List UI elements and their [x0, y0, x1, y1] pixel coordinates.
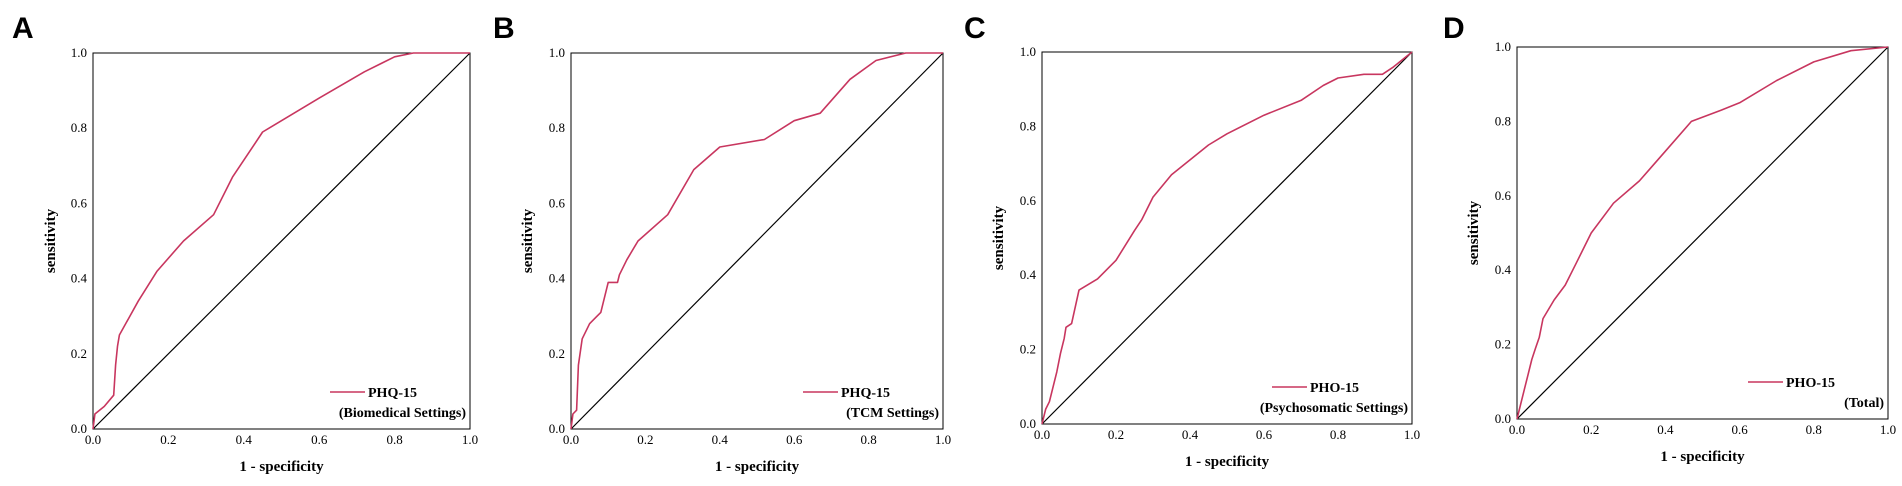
roc-curve-line — [570, 52, 943, 430]
y-tick-label: 0.2 — [1495, 337, 1511, 352]
x-tick-label: 0.2 — [160, 432, 176, 447]
legend-sublabel: (Psychosomatic Settings) — [1260, 401, 1408, 416]
y-tick-label: 0.4 — [71, 271, 88, 286]
panel-letter-a: A — [12, 12, 34, 45]
x-tick-label: 0.8 — [860, 432, 876, 447]
y-tick-label: 0.0 — [549, 421, 565, 436]
y-axis-label: sensitivity — [991, 205, 1007, 270]
legend-sublabel: (Total) — [1844, 396, 1884, 411]
legend-sublabel: (TCM Settings) — [846, 406, 939, 421]
x-tick-label: 0.2 — [1583, 422, 1599, 437]
x-tick-label: 0.0 — [85, 432, 101, 447]
legend-label: PHO-15 — [1786, 376, 1835, 391]
plot-frame — [1516, 46, 1889, 420]
x-axis-label: 1 - specificity — [239, 459, 324, 475]
y-tick-label: 0.4 — [1495, 262, 1512, 277]
x-tick-label: 0.6 — [1256, 427, 1273, 442]
y-tick-label: 0.6 — [1495, 188, 1512, 203]
x-tick-label: 0.8 — [1806, 422, 1822, 437]
reference-diagonal — [92, 52, 471, 430]
y-tick-label: 1.0 — [1495, 39, 1511, 54]
x-tick-label: 1.0 — [462, 432, 478, 447]
y-tick-label: 0.6 — [549, 195, 566, 210]
y-axis-label: sensitivity — [520, 208, 536, 273]
reference-diagonal — [1516, 46, 1889, 420]
x-tick-label: 0.4 — [1657, 422, 1674, 437]
x-tick-label: 0.0 — [1034, 427, 1050, 442]
reference-diagonal — [570, 52, 944, 430]
y-tick-label: 0.0 — [1020, 416, 1036, 431]
x-tick-label: 0.4 — [712, 432, 729, 447]
x-axis-label: 1 - specificity — [715, 459, 800, 475]
roc-curve-line — [92, 52, 470, 430]
y-tick-label: 0.6 — [1020, 193, 1037, 208]
x-tick-label: 0.8 — [386, 432, 402, 447]
panel-letter-d: D — [1443, 12, 1465, 45]
y-tick-label: 0.0 — [71, 421, 87, 436]
x-axis-label: 1 - specificity — [1185, 454, 1270, 470]
y-tick-label: 0.8 — [71, 120, 87, 135]
y-tick-label: 1.0 — [71, 45, 87, 60]
y-tick-label: 0.2 — [1020, 342, 1036, 357]
panel-letter-c: C — [964, 12, 986, 45]
y-axis-label: sensitivity — [1466, 200, 1482, 265]
legend-sublabel: (Biomedical Settings) — [339, 406, 466, 421]
x-axis-label: 1 - specificity — [1660, 449, 1745, 465]
x-tick-label: 1.0 — [935, 432, 951, 447]
roc-curve-line — [1041, 51, 1413, 425]
roc-curve-line — [1516, 46, 1889, 420]
x-tick-label: 0.0 — [563, 432, 579, 447]
x-tick-label: 1.0 — [1404, 427, 1420, 442]
x-tick-label: 0.0 — [1509, 422, 1525, 437]
x-tick-label: 0.6 — [1731, 422, 1748, 437]
panel-d: D 0.0 0.2 0.4 0.6 0.8 1.0 0.0 0.2 0.4 0.6 0.8 1.0 1 -… — [1443, 12, 1896, 465]
legend-label: PHO-15 — [1310, 381, 1359, 396]
y-tick-label: 0.8 — [1020, 118, 1036, 133]
x-tick-label: 1.0 — [1880, 422, 1896, 437]
y-tick-label: 1.0 — [1020, 44, 1036, 59]
x-tick-label: 0.2 — [637, 432, 653, 447]
y-tick-label: 0.0 — [1495, 411, 1511, 426]
y-tick-label: 0.4 — [1020, 267, 1037, 282]
panel-b: B 0.0 0.2 0.4 0.6 0.8 1.0 0.0 0.2 0.4 0.6 0.8 1.0 1 -… — [493, 12, 951, 475]
reference-diagonal — [1041, 51, 1413, 425]
plot-frame — [570, 52, 944, 430]
y-tick-label: 0.6 — [71, 195, 88, 210]
x-tick-label: 0.8 — [1330, 427, 1346, 442]
x-tick-label: 0.4 — [1182, 427, 1199, 442]
y-axis-label: sensitivity — [43, 208, 59, 273]
y-tick-label: 1.0 — [549, 45, 565, 60]
legend-label: PHQ-15 — [841, 386, 890, 401]
y-tick-label: 0.2 — [71, 346, 87, 361]
panel-letter-b: B — [493, 12, 515, 45]
y-tick-label: 0.8 — [549, 120, 565, 135]
plot-frame — [1041, 51, 1413, 425]
legend-label: PHQ-15 — [368, 386, 417, 401]
x-tick-label: 0.6 — [786, 432, 803, 447]
x-tick-label: 0.4 — [236, 432, 253, 447]
plot-frame — [92, 52, 471, 430]
y-tick-label: 0.2 — [549, 346, 565, 361]
panel-a: A 0.0 0.2 0.4 0.6 0.8 1.0 0.0 0.2 0.4 0.6 0.8 1.0 1 -… — [12, 12, 478, 475]
y-tick-label: 0.4 — [549, 271, 566, 286]
y-tick-label: 0.8 — [1495, 113, 1511, 128]
panel-c: C 0.0 0.2 0.4 0.6 0.8 1.0 0.0 0.2 0.4 0.6 0.8 1.0 1 -… — [964, 12, 1420, 470]
x-tick-label: 0.6 — [311, 432, 328, 447]
x-tick-label: 0.2 — [1108, 427, 1124, 442]
